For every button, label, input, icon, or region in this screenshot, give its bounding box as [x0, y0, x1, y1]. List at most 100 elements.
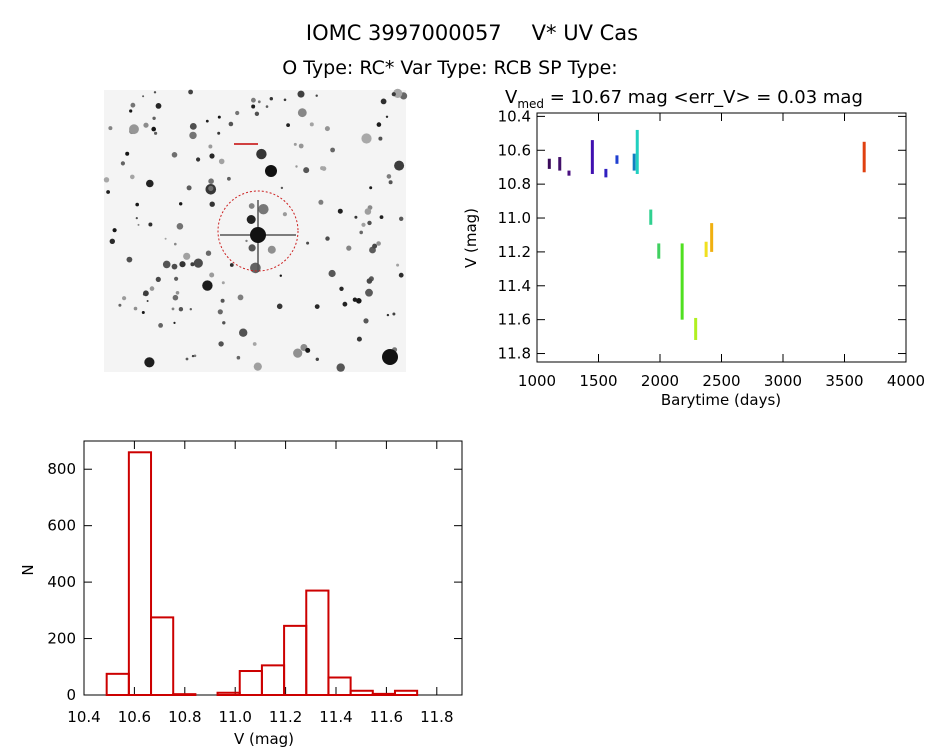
- star: [269, 97, 273, 101]
- star: [361, 133, 372, 144]
- star: [276, 303, 283, 310]
- data-point-cluster: [632, 153, 636, 171]
- star: [365, 288, 373, 297]
- star: [151, 126, 156, 132]
- star: [120, 161, 125, 166]
- star: [303, 167, 310, 174]
- star: [108, 126, 113, 131]
- star: [297, 108, 307, 118]
- histogram-bar: [150, 616, 175, 697]
- histogram-bar: [127, 451, 153, 696]
- star: [176, 223, 184, 230]
- x-tick-label: 11.8: [420, 708, 453, 726]
- star: [189, 123, 197, 130]
- star: [154, 131, 158, 135]
- star: [174, 276, 179, 281]
- star: [265, 105, 269, 108]
- data-point-cluster: [657, 243, 661, 259]
- star: [386, 313, 390, 317]
- star: [130, 174, 135, 180]
- star: [382, 349, 398, 365]
- star: [385, 115, 389, 119]
- star: [158, 323, 164, 328]
- star: [336, 363, 345, 372]
- data-point-cluster: [615, 155, 619, 164]
- star: [205, 250, 212, 256]
- x-tick-label: 3000: [764, 372, 802, 390]
- star: [265, 165, 277, 177]
- x-tick-label: 10.8: [168, 708, 201, 726]
- star: [392, 312, 396, 316]
- star: [391, 92, 396, 97]
- star: [254, 111, 260, 117]
- x-tick-label: 11.0: [218, 708, 251, 726]
- star: [155, 276, 161, 282]
- star: [122, 296, 127, 301]
- star: [236, 355, 241, 360]
- star: [208, 178, 214, 184]
- star: [239, 328, 248, 337]
- histogram-xlabel: V (mag): [234, 730, 294, 747]
- star: [372, 243, 378, 249]
- x-tick-label: 10.6: [118, 708, 151, 726]
- star: [143, 122, 149, 128]
- star: [196, 157, 201, 162]
- star: [250, 262, 261, 274]
- star: [142, 95, 145, 98]
- finder-stars: [103, 88, 408, 372]
- star: [125, 151, 130, 156]
- y-tick-label: 600: [47, 517, 76, 535]
- x-tick-label: 11.2: [269, 708, 302, 726]
- star: [342, 301, 348, 307]
- star: [398, 272, 404, 278]
- star: [218, 158, 225, 165]
- star: [379, 215, 384, 220]
- star: [356, 336, 362, 342]
- x-tick-label: 10.4: [67, 708, 100, 726]
- star: [174, 242, 177, 246]
- star: [330, 147, 335, 153]
- star: [130, 102, 136, 108]
- star: [208, 144, 213, 149]
- histogram-plot: 10.4 10.6 10.8 11.0 11.2 11.4 11.6 11.8 0 200 400 6…: [19, 440, 463, 748]
- x-tick-label: 2500: [702, 372, 740, 390]
- star: [209, 272, 215, 278]
- star: [209, 153, 215, 159]
- star: [235, 110, 240, 116]
- star: [282, 212, 287, 217]
- star: [253, 362, 262, 371]
- histogram-bar: [371, 692, 396, 696]
- star: [359, 230, 364, 235]
- y-tick-label: 10.8: [498, 175, 531, 193]
- star: [193, 354, 197, 358]
- star: [135, 202, 139, 207]
- histogram-bar: [105, 672, 130, 696]
- y-tick-label: 11.6: [498, 311, 531, 329]
- y-tick-label: 11.8: [498, 345, 531, 363]
- star: [133, 306, 138, 311]
- star: [129, 109, 133, 113]
- star: [283, 98, 287, 102]
- light-curve-xlabel: Barytime (days): [661, 391, 781, 409]
- target-star: [250, 227, 266, 243]
- star: [188, 89, 194, 95]
- star: [298, 143, 304, 149]
- star: [399, 216, 404, 221]
- star: [179, 261, 186, 268]
- star: [388, 180, 393, 185]
- star: [386, 174, 392, 179]
- star: [106, 190, 110, 194]
- data-point-cluster: [604, 168, 608, 178]
- star: [356, 298, 362, 304]
- histogram-bar: [349, 689, 374, 696]
- star: [112, 228, 117, 233]
- star: [251, 104, 256, 109]
- star: [306, 241, 310, 245]
- star: [179, 202, 183, 206]
- star: [148, 222, 153, 227]
- star: [155, 103, 162, 109]
- star: [279, 274, 282, 277]
- star: [218, 341, 224, 347]
- star: [190, 262, 195, 267]
- star: [208, 185, 214, 191]
